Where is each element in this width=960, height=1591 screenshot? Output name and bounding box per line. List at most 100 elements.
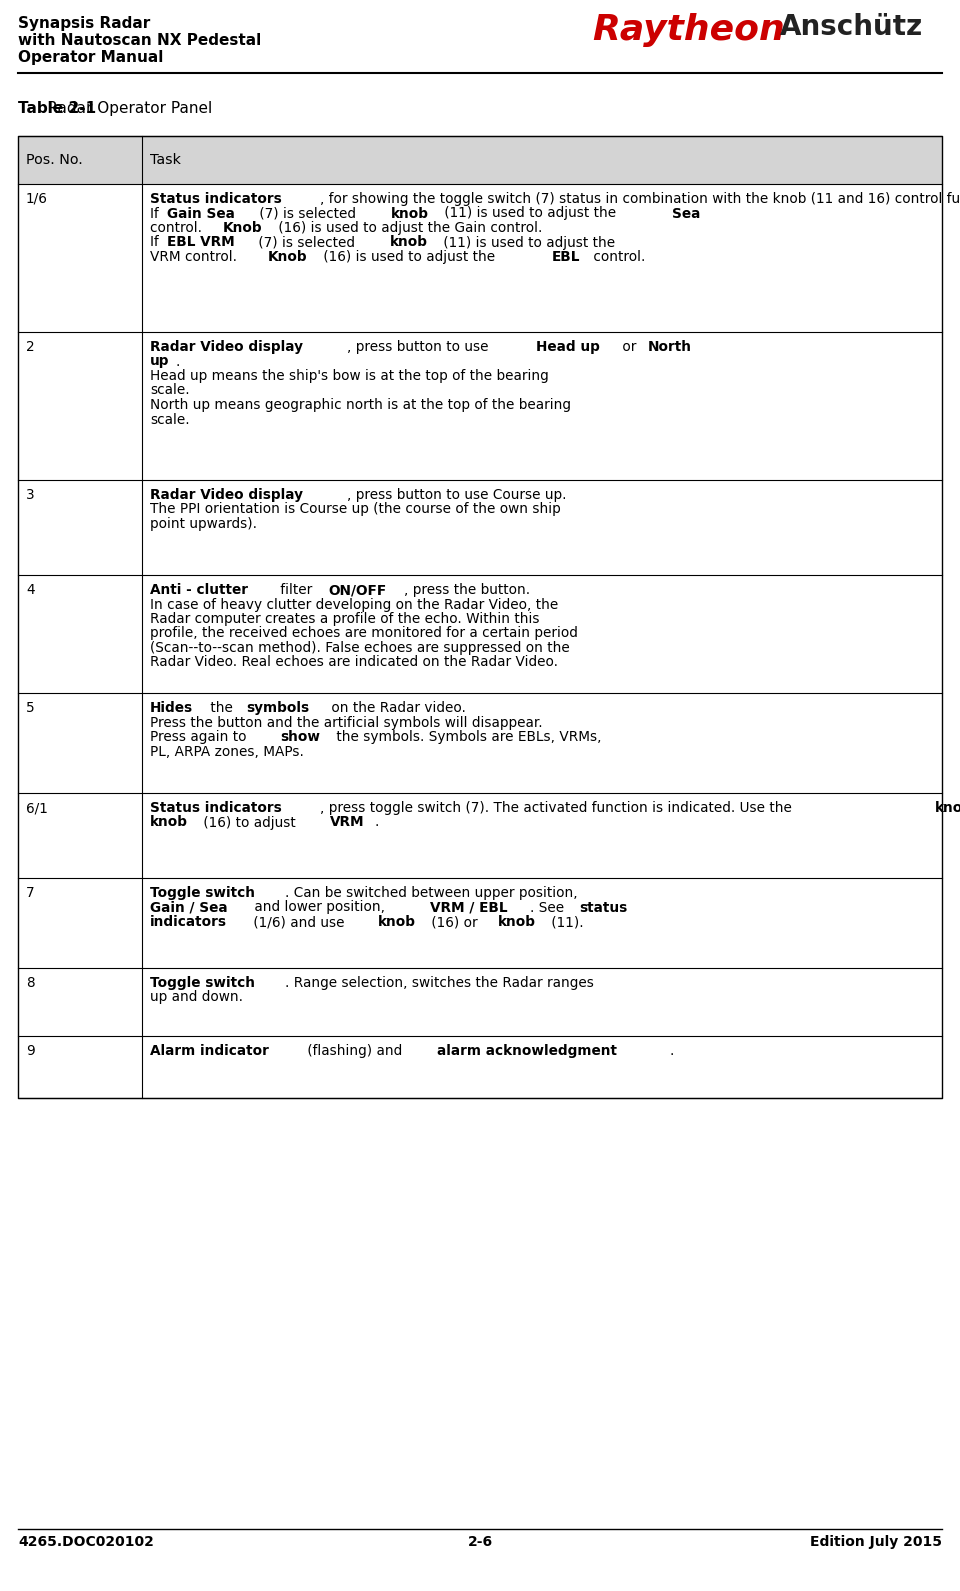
Text: . Can be switched between upper position,: . Can be switched between upper position… <box>285 886 578 901</box>
Text: VRM: VRM <box>329 816 364 829</box>
Text: Status indicators: Status indicators <box>150 193 281 205</box>
Text: knob: knob <box>378 915 417 929</box>
Text: 9: 9 <box>26 1044 35 1058</box>
Text: Raytheon: Raytheon <box>592 13 784 48</box>
Text: .: . <box>175 355 180 369</box>
Text: up and down.: up and down. <box>150 991 243 1004</box>
Text: 2-6: 2-6 <box>468 1535 492 1550</box>
Text: knob: knob <box>150 816 188 829</box>
Text: , press the button.: , press the button. <box>404 582 530 597</box>
Text: Pos. No.: Pos. No. <box>26 153 83 167</box>
Text: . Range selection, switches the Radar ranges: . Range selection, switches the Radar ra… <box>285 975 594 990</box>
Text: (16) is used to adjust the Gain control.: (16) is used to adjust the Gain control. <box>274 221 542 235</box>
Text: Edition July 2015: Edition July 2015 <box>810 1535 942 1550</box>
Text: knob: knob <box>934 800 960 815</box>
Text: Anschütz: Anschütz <box>780 13 924 41</box>
Text: Radar Video. Real echoes are indicated on the Radar Video.: Radar Video. Real echoes are indicated o… <box>150 655 558 670</box>
Text: VRM / EBL: VRM / EBL <box>430 901 508 915</box>
Text: North up means geographic north is at the top of the bearing: North up means geographic north is at th… <box>150 398 571 412</box>
Text: (flashing) and: (flashing) and <box>303 1044 407 1058</box>
Text: 5: 5 <box>26 702 35 714</box>
Bar <box>18 333 942 480</box>
Text: Knob: Knob <box>223 221 262 235</box>
Text: , press button to use: , press button to use <box>348 340 493 355</box>
Bar <box>18 792 942 878</box>
Text: North: North <box>647 340 691 355</box>
Text: Operator Manual: Operator Manual <box>18 49 163 65</box>
Text: and lower position,: and lower position, <box>251 901 390 915</box>
Text: (Scan--to--scan method). False echoes are suppressed on the: (Scan--to--scan method). False echoes ar… <box>150 641 569 655</box>
Text: scale.: scale. <box>150 383 190 398</box>
Text: Radar Video display: Radar Video display <box>150 488 303 503</box>
Text: The PPI orientation is Course up (the course of the own ship: The PPI orientation is Course up (the co… <box>150 503 561 517</box>
Text: EBL VRM: EBL VRM <box>167 235 234 250</box>
Text: 6/1: 6/1 <box>26 800 48 815</box>
Text: 1/6: 1/6 <box>26 193 48 205</box>
Text: Head up: Head up <box>536 340 600 355</box>
Text: Knob: Knob <box>268 250 307 264</box>
Text: If: If <box>150 235 163 250</box>
Text: knob: knob <box>391 207 428 221</box>
Text: Toggle switch: Toggle switch <box>150 975 255 990</box>
Text: Head up means the ship's bow is at the top of the bearing: Head up means the ship's bow is at the t… <box>150 369 549 383</box>
Bar <box>18 135 942 185</box>
Text: , for showing the toggle switch (7) status in combination with the knob (11 and : , for showing the toggle switch (7) stat… <box>320 193 960 205</box>
Text: Radar Video display: Radar Video display <box>150 340 303 355</box>
Text: If: If <box>150 207 163 221</box>
Text: 2: 2 <box>26 340 35 355</box>
Bar <box>18 694 942 792</box>
Text: Synapsis Radar: Synapsis Radar <box>18 16 151 30</box>
Text: (16) or: (16) or <box>427 915 482 929</box>
Bar <box>18 967 942 1036</box>
Text: EBL: EBL <box>552 250 580 264</box>
Text: Radar computer creates a profile of the echo. Within this: Radar computer creates a profile of the … <box>150 613 540 625</box>
Text: . See: . See <box>530 901 568 915</box>
Bar <box>18 878 942 967</box>
Text: 7: 7 <box>26 886 35 901</box>
Text: indicators: indicators <box>150 915 227 929</box>
Text: Alarm indicator: Alarm indicator <box>150 1044 269 1058</box>
Bar <box>18 185 942 333</box>
Text: Hides: Hides <box>150 702 193 714</box>
Text: (7) is selected: (7) is selected <box>254 207 360 221</box>
Bar <box>18 574 942 694</box>
Text: up: up <box>150 355 170 369</box>
Text: Gain / Sea: Gain / Sea <box>150 901 228 915</box>
Text: knob: knob <box>391 235 428 250</box>
Text: 8: 8 <box>26 975 35 990</box>
Text: , press button to use Course up.: , press button to use Course up. <box>348 488 567 503</box>
Text: Anti - clutter: Anti - clutter <box>150 582 248 597</box>
Text: on the Radar video.: on the Radar video. <box>327 702 467 714</box>
Text: Sea: Sea <box>672 207 701 221</box>
Text: Press again to: Press again to <box>150 730 251 745</box>
Text: 3: 3 <box>26 488 35 503</box>
Text: (11) is used to adjust the: (11) is used to adjust the <box>440 235 615 250</box>
Text: filter: filter <box>276 582 317 597</box>
Text: .: . <box>669 1044 674 1058</box>
Text: symbols: symbols <box>246 702 309 714</box>
Text: scale.: scale. <box>150 412 190 426</box>
Text: In case of heavy clutter developing on the Radar Video, the: In case of heavy clutter developing on t… <box>150 598 559 611</box>
Text: PL, ARPA zones, MAPs.: PL, ARPA zones, MAPs. <box>150 745 304 759</box>
Text: (7) is selected: (7) is selected <box>254 235 360 250</box>
Bar <box>18 1036 942 1098</box>
Text: point upwards).: point upwards). <box>150 517 257 531</box>
Text: Press the button and the artificial symbols will disappear.: Press the button and the artificial symb… <box>150 716 542 730</box>
Text: status: status <box>580 901 628 915</box>
Text: Table 2-1: Table 2-1 <box>18 100 96 116</box>
Text: with Nautoscan NX Pedestal: with Nautoscan NX Pedestal <box>18 33 261 48</box>
Text: Gain Sea: Gain Sea <box>167 207 235 221</box>
Bar <box>18 135 942 1098</box>
Text: Status indicators: Status indicators <box>150 800 281 815</box>
Text: knob: knob <box>498 915 537 929</box>
Text: , press toggle switch (7). The activated function is indicated. Use the: , press toggle switch (7). The activated… <box>320 800 796 815</box>
Text: .: . <box>374 816 378 829</box>
Text: control.: control. <box>588 250 645 264</box>
Text: (1/6) and use: (1/6) and use <box>250 915 349 929</box>
Text: profile, the received echoes are monitored for a certain period: profile, the received echoes are monitor… <box>150 627 578 641</box>
Text: (11).: (11). <box>547 915 584 929</box>
Text: control.: control. <box>150 221 206 235</box>
Text: ON/OFF: ON/OFF <box>329 582 387 597</box>
Text: Toggle switch: Toggle switch <box>150 886 255 901</box>
Text: (16) is used to adjust the: (16) is used to adjust the <box>319 250 499 264</box>
